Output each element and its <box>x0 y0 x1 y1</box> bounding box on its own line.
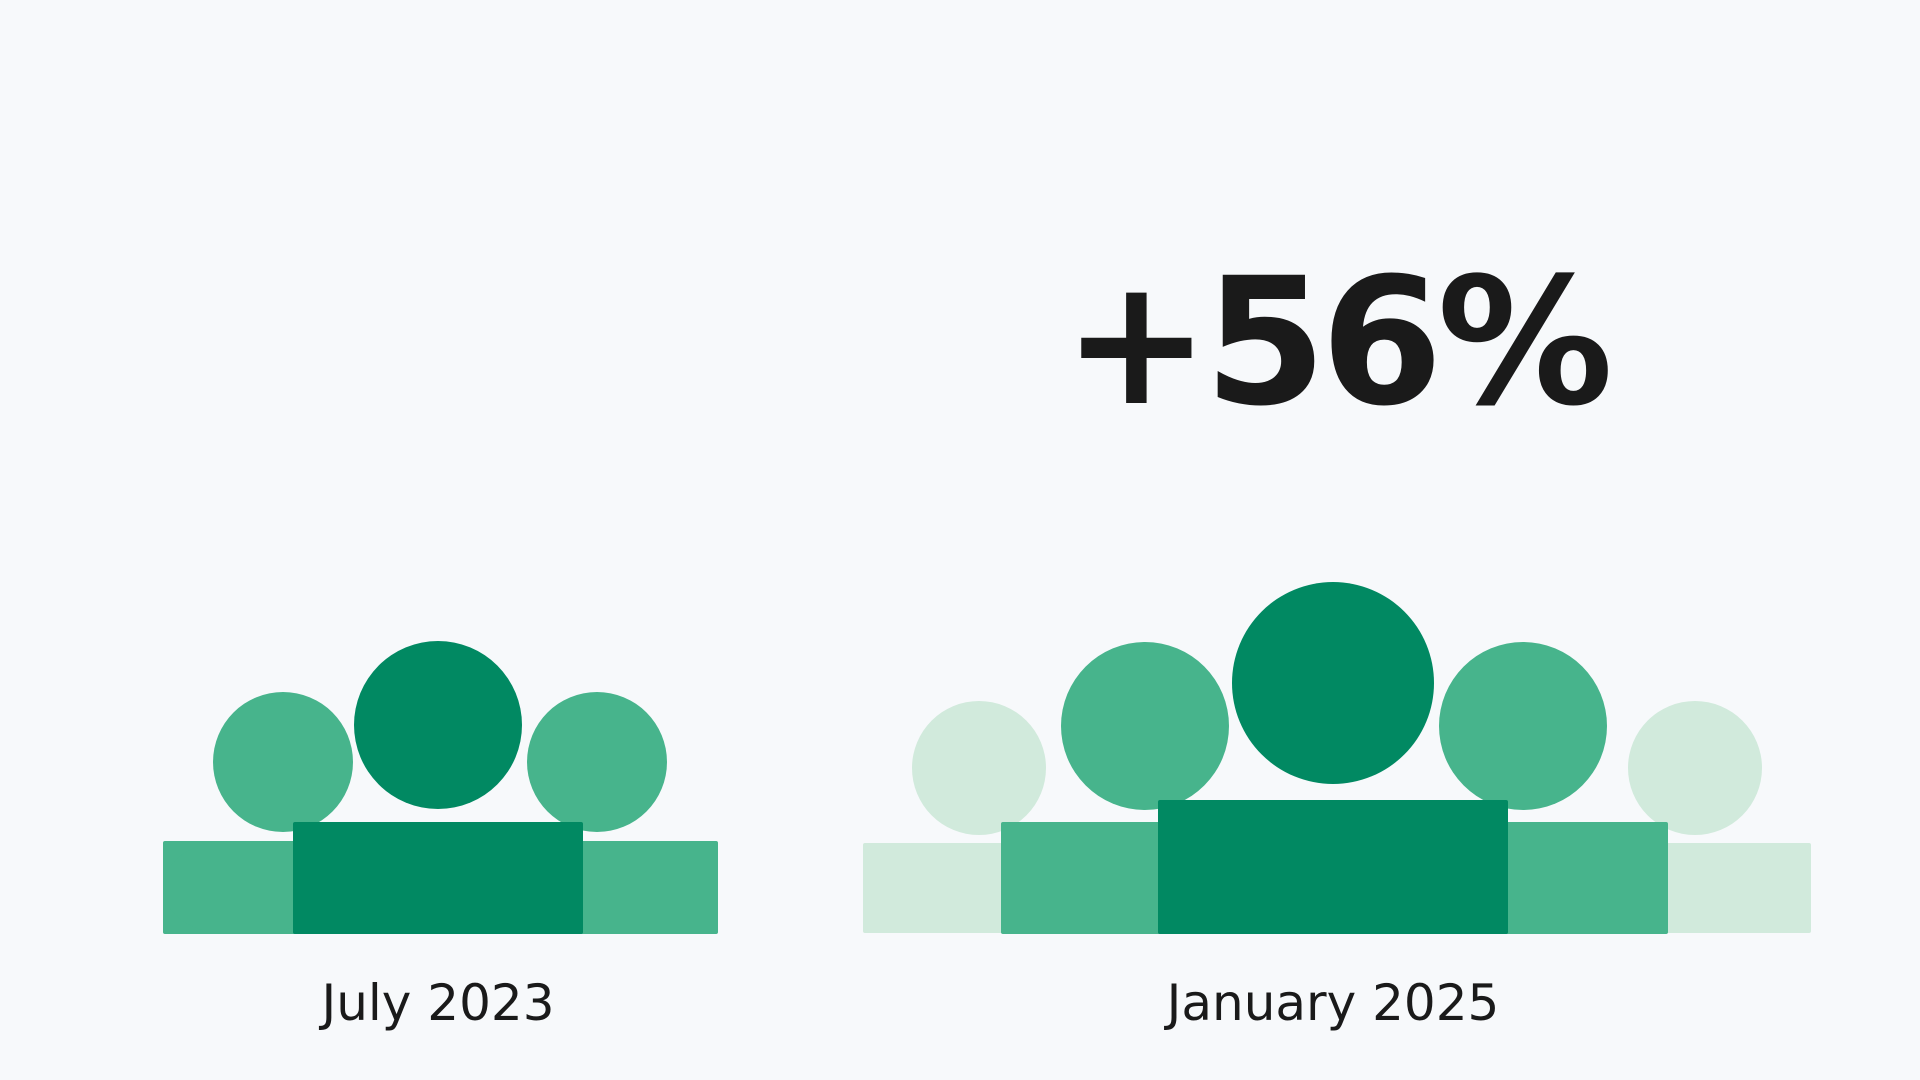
person-icon <box>293 822 583 934</box>
group-january-2025: January 2025 <box>863 582 1811 1032</box>
growth-percentage: +56% <box>1063 240 1608 445</box>
person-icon <box>1158 800 1508 934</box>
group-label: January 2025 <box>1164 974 1500 1032</box>
person-icon <box>1232 582 1434 784</box>
group-label: July 2023 <box>318 974 554 1032</box>
group-july-2023: July 2023 <box>163 641 718 1032</box>
person-icon <box>354 641 522 809</box>
